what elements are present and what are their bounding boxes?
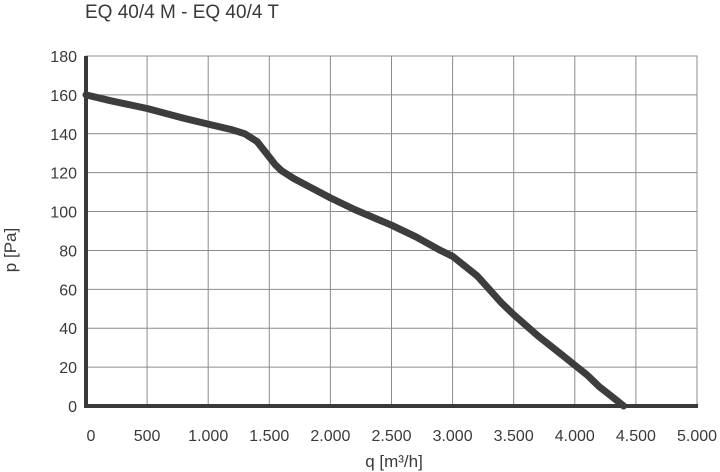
x-tick-label-8: 4.000	[555, 428, 595, 445]
y-tick-label-2: 40	[59, 321, 77, 338]
chart-title: EQ 40/4 M - EQ 40/4 T	[85, 2, 279, 23]
y-tick-label-7: 140	[50, 127, 77, 144]
y-tick-label-1: 20	[59, 360, 77, 377]
series-line-0	[82, 91, 628, 410]
y-tick-label-6: 120	[50, 166, 77, 183]
x-tick-label-2: 1.000	[188, 428, 228, 445]
y-tick-label-9: 180	[50, 49, 77, 66]
x-tick-label-10: 5.000	[677, 428, 717, 445]
x-tick-label-9: 4.500	[616, 428, 656, 445]
series-group	[82, 91, 628, 410]
y-tick-label-3: 60	[59, 282, 77, 299]
x-tick-labels: 0 500 1.000 1.500 2.000 2.500 3.000 3.500 4.000 4…	[87, 428, 718, 445]
x-axis-label: q [m³/h]	[365, 452, 423, 471]
y-axis-label: p [Pa]	[1, 228, 20, 272]
x-tick-label-0: 0	[87, 428, 96, 445]
y-tick-label-4: 80	[59, 243, 77, 260]
x-tick-label-7: 3.500	[494, 428, 534, 445]
x-tick-label-4: 2.000	[310, 428, 350, 445]
x-tick-label-1: 500	[134, 428, 161, 445]
y-tick-label-8: 160	[50, 88, 77, 105]
x-tick-label-6: 3.000	[433, 428, 473, 445]
y-tick-labels: 0 20 40 60 80 100 120 140 160 180	[50, 49, 77, 416]
x-tick-label-3: 1.500	[249, 428, 289, 445]
y-tick-label-0: 0	[68, 399, 77, 416]
y-tick-label-5: 100	[50, 205, 77, 222]
x-tick-label-5: 2.500	[371, 428, 411, 445]
grid	[84, 55, 698, 408]
